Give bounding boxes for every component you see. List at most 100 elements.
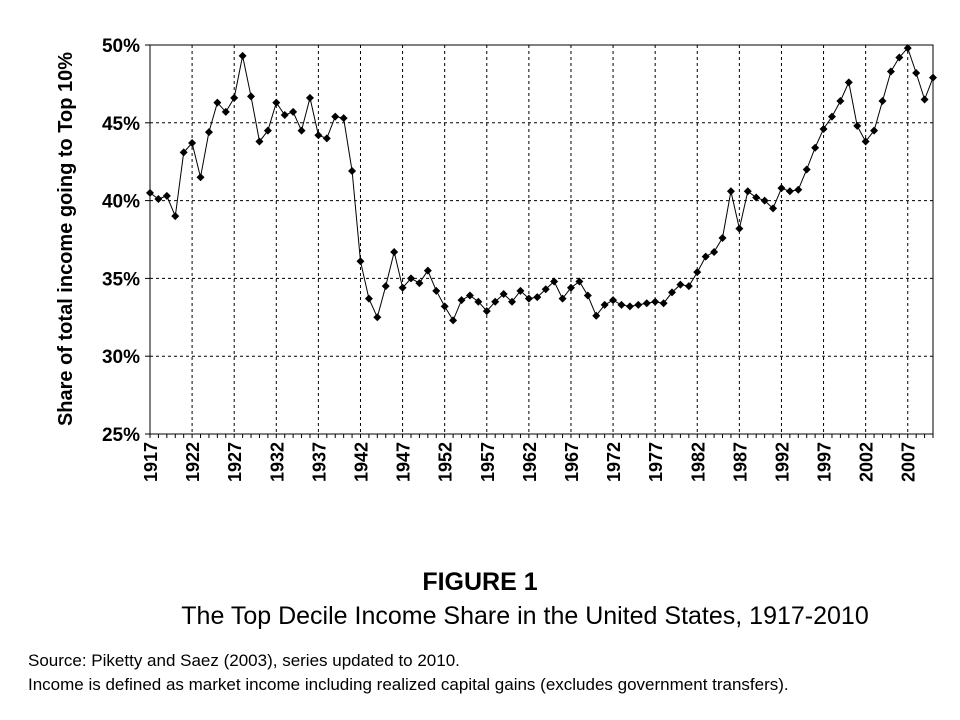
data-point [769, 204, 778, 213]
data-point [625, 302, 634, 311]
data-point [617, 300, 626, 309]
data-point [566, 283, 575, 292]
data-point [853, 121, 862, 130]
data-point [541, 285, 550, 294]
y-tick-label: 50% [102, 36, 140, 57]
data-point [676, 280, 685, 289]
x-tick-label: 1997 [815, 442, 835, 482]
gridlines [150, 45, 933, 434]
data-point [583, 291, 592, 300]
x-tick-label: 1977 [646, 442, 666, 482]
data-point [836, 97, 845, 106]
data-point [364, 294, 373, 303]
data-point [381, 282, 390, 291]
x-tick-label: 1992 [772, 442, 792, 482]
data-point [280, 111, 289, 120]
line-chart: 25%30%35%40%45%50% 1917 1922 1927 1932 1937 1… [55, 36, 937, 482]
x-tick-label: 1917 [141, 442, 161, 482]
data-point [760, 196, 769, 205]
data-point [179, 148, 188, 157]
data-point [524, 294, 533, 303]
data-point [230, 93, 239, 102]
x-tick-label: 1937 [309, 442, 329, 482]
data-point [398, 283, 407, 292]
y-tick-label: 45% [102, 114, 140, 135]
x-tick-label: 1927 [225, 442, 245, 482]
data-point [642, 299, 651, 308]
data-point [684, 282, 693, 291]
data-point [305, 93, 314, 102]
data-point [188, 139, 197, 148]
data-point [600, 300, 609, 309]
data-point [221, 107, 230, 116]
data-point [844, 78, 853, 87]
data-point [491, 297, 500, 306]
data-point [449, 316, 458, 325]
data-point [348, 167, 357, 176]
y-tick-label: 40% [102, 192, 140, 213]
x-tick-label: 1957 [478, 442, 498, 482]
figure-label: FIGURE 1 [422, 568, 538, 596]
data-point [710, 247, 719, 256]
data-point [533, 293, 542, 302]
data-point [440, 302, 449, 311]
data-point [634, 300, 643, 309]
data-point [423, 266, 432, 275]
data-point [407, 274, 415, 283]
data-point [870, 126, 879, 135]
data-point [508, 297, 517, 306]
data-point [903, 44, 912, 53]
data-point [718, 233, 727, 242]
data-point [558, 294, 567, 303]
data-point [154, 195, 163, 204]
data-point [794, 185, 803, 194]
figure-subtitle: The Top Decile Income Share in the Unite… [181, 602, 869, 630]
data-point [482, 307, 491, 316]
data-point [255, 137, 264, 146]
data-point [432, 286, 441, 295]
data-point [659, 299, 668, 308]
data-point [777, 184, 786, 193]
series-line [149, 47, 934, 322]
y-axis: 25% 30% 35% 40% 45% 50% [102, 36, 150, 446]
data-point [373, 313, 382, 322]
data-point [474, 297, 483, 306]
data-point [819, 125, 828, 134]
data-point [735, 224, 744, 233]
data-point [289, 107, 298, 116]
data-point [415, 279, 424, 288]
data-point [651, 297, 660, 306]
data-point [912, 69, 921, 78]
x-tick-label: 1952 [436, 442, 456, 482]
data-point [827, 112, 836, 121]
data-point [609, 296, 618, 305]
data-point [331, 112, 340, 121]
data-point [322, 134, 331, 143]
data-point [802, 165, 811, 174]
x-tick-label: 1932 [267, 442, 287, 482]
data-point [390, 247, 399, 256]
data-point [743, 187, 752, 196]
data-point [592, 311, 601, 320]
data-point [701, 252, 710, 261]
data-point [356, 257, 365, 266]
x-tick-label: 1982 [688, 442, 708, 482]
x-tick-label: 1947 [394, 442, 414, 482]
data-markers [146, 44, 937, 325]
data-point [339, 114, 348, 123]
data-point [878, 97, 887, 106]
data-point [146, 188, 154, 197]
data-point [247, 92, 256, 101]
data-point [171, 212, 180, 221]
x-tick-label: 1942 [351, 442, 371, 482]
data-point [196, 173, 205, 182]
data-point [929, 73, 937, 82]
data-point [162, 191, 171, 200]
y-tick-label: 30% [102, 347, 140, 368]
y-tick-label: 25% [102, 425, 140, 446]
data-point [204, 128, 213, 137]
data-point [550, 277, 559, 286]
data-point [272, 98, 281, 107]
x-tick-label: 2002 [857, 442, 877, 482]
x-tick-label: 1967 [562, 442, 582, 482]
